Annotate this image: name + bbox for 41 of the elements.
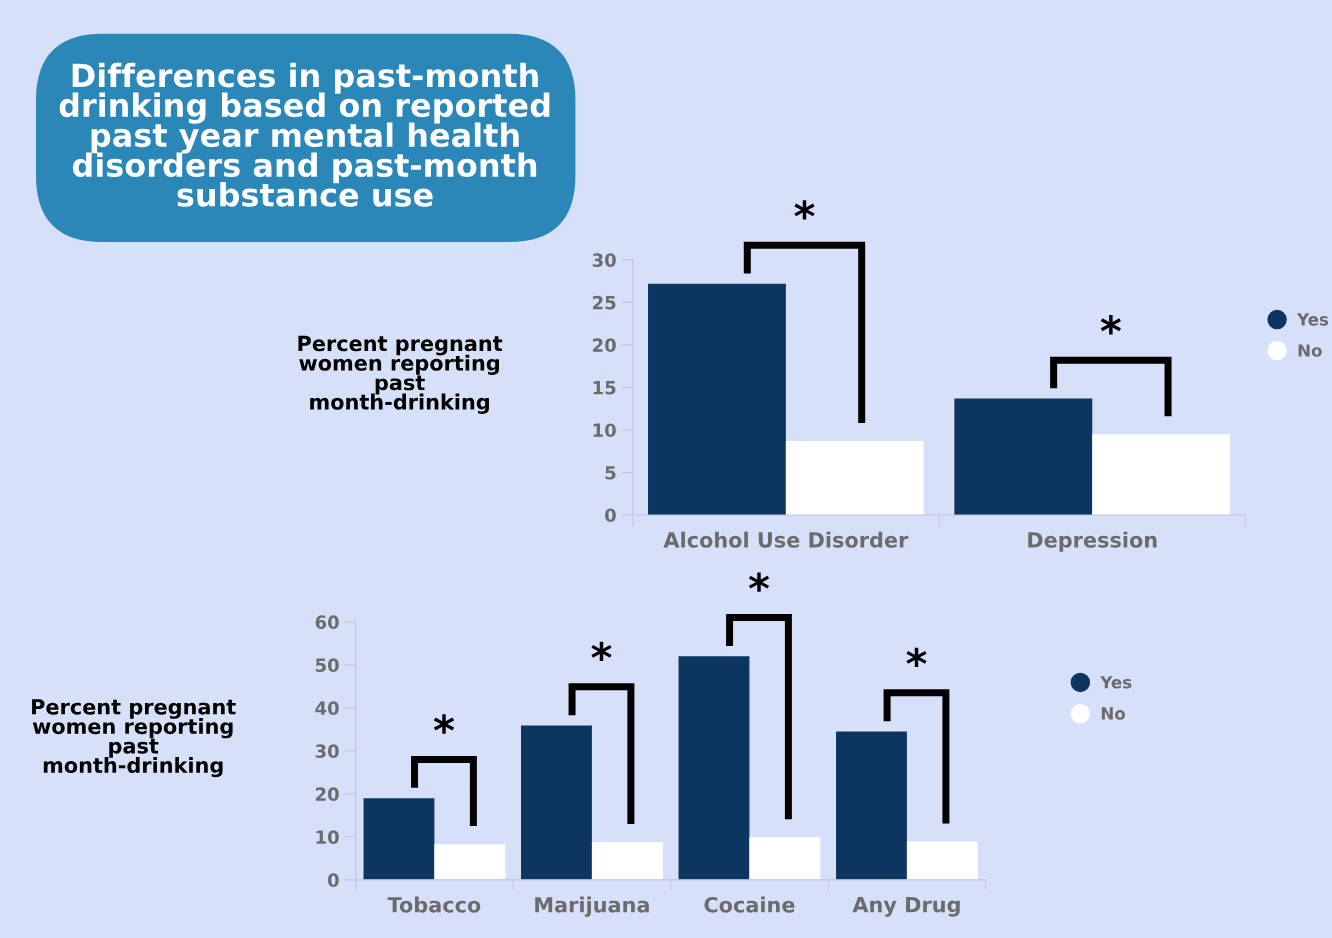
bar <box>434 844 506 880</box>
y-tick-label: 30 <box>592 253 616 267</box>
bar <box>785 440 924 515</box>
y-tick-label: 15 <box>593 381 616 395</box>
x-tick-label: Marijuana <box>535 896 649 917</box>
legend-label: Yes <box>1296 313 1329 326</box>
y-tick-label: 10 <box>316 830 339 844</box>
bar <box>363 798 435 880</box>
legend-label: No <box>1101 707 1126 720</box>
y-tick-label: 20 <box>315 787 339 801</box>
x-tick-label: Cocaine <box>704 896 795 913</box>
legend-label: No <box>1298 344 1322 357</box>
annotation: * <box>591 641 612 662</box>
y-tick-label: 25 <box>593 295 616 310</box>
legend-label: Yes <box>1100 676 1132 689</box>
x-tick-label: Alcohol Use Disorder <box>663 531 909 548</box>
y-tick-label: 50 <box>315 658 339 672</box>
x-tick-label: Depression <box>1028 531 1157 552</box>
text: * <box>748 572 770 592</box>
y-tick-label: 60 <box>315 615 339 630</box>
bar <box>906 841 978 880</box>
y-tick-label: 40 <box>315 701 339 715</box>
bar <box>591 842 663 880</box>
y-tick-label: 10 <box>593 423 616 438</box>
bar <box>1092 434 1231 515</box>
y-tick-label: 5 <box>605 466 616 480</box>
y-tick-label: 0 <box>605 508 616 523</box>
bar <box>749 837 821 880</box>
y-tick-label: 0 <box>327 873 339 887</box>
annotation: * <box>1100 315 1121 335</box>
x-tick-label: Tobacco <box>387 896 481 913</box>
y-axis-title: Percent pregnant women reporting past month-drinking <box>298 335 503 414</box>
annotation: * <box>906 647 927 668</box>
y-tick-label: 30 <box>315 744 339 758</box>
y-tick-label: 20 <box>593 338 616 352</box>
text: * <box>794 200 815 220</box>
text: Differences in past-month drinking based on reported past year mental health disorders and past-month substance use <box>59 62 550 207</box>
annotation: * <box>433 714 455 734</box>
x-tick-label: Any Drug <box>852 896 960 917</box>
y-axis-title: Percent pregnant women reporting past month-drinking <box>32 699 236 778</box>
bar <box>954 398 1093 515</box>
